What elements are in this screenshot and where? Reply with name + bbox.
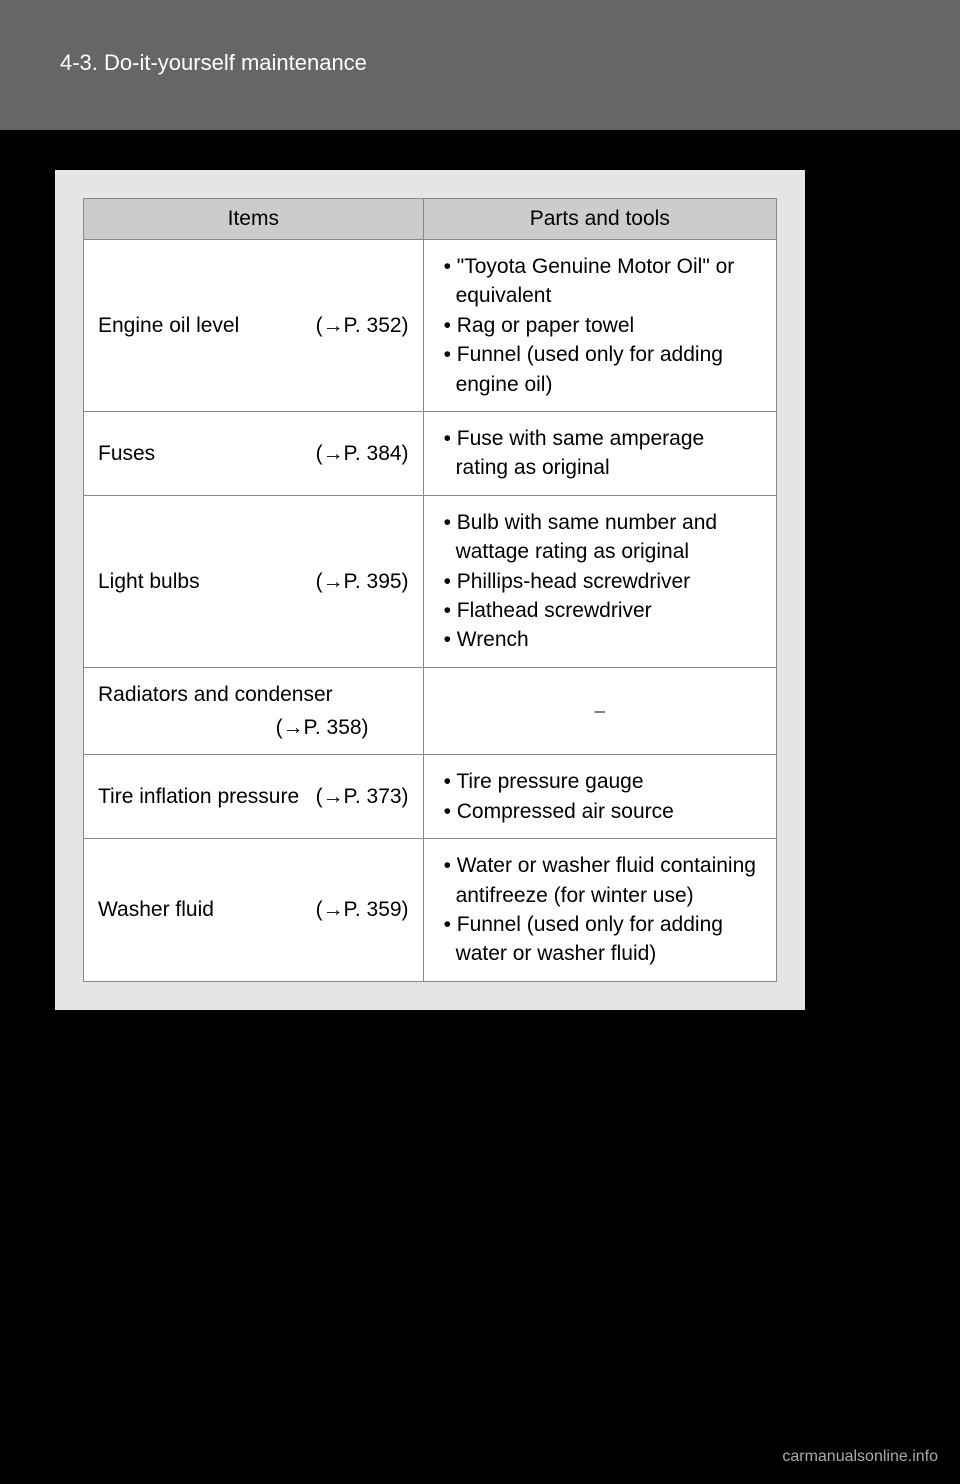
table-row: Tire inflation pressure (→P. 373) Tire p… [84, 755, 777, 839]
table-header-row: Items Parts and tools [84, 199, 777, 240]
item-name: Fuses [98, 439, 316, 468]
table-row: Light bulbs (→P. 395) Bulb with same num… [84, 495, 777, 667]
item-cell: Engine oil level (→P. 352) [84, 240, 424, 412]
tool-item: Funnel (used only for adding water or wa… [438, 910, 762, 969]
tool-item: Tire pressure gauge [438, 767, 762, 796]
tools-list: Bulb with same number and wattage rating… [438, 508, 762, 655]
tool-item: Fuse with same amperage rating as origin… [438, 424, 762, 483]
item-cell: Tire inflation pressure (→P. 373) [84, 755, 424, 839]
maintenance-table: Items Parts and tools Engine oil level (… [83, 198, 777, 982]
tools-cell-empty: ⎯ [423, 667, 776, 755]
tool-item: "Toyota Genuine Motor Oil" or equivalent [438, 252, 762, 311]
page-ref: (→P. 359) [316, 895, 409, 924]
tools-cell: "Toyota Genuine Motor Oil" or equivalent… [423, 240, 776, 412]
page-ref: (→P. 395) [316, 567, 409, 596]
item-name: Light bulbs [98, 567, 316, 596]
tool-item: Bulb with same number and wattage rating… [438, 508, 762, 567]
header-items: Items [84, 199, 424, 240]
tool-item: Phillips-head screwdriver [438, 567, 762, 596]
content-panel: Items Parts and tools Engine oil level (… [55, 170, 805, 1010]
table-row: Engine oil level (→P. 352) "Toyota Genui… [84, 240, 777, 412]
tools-list: Water or washer fluid containing antifre… [438, 851, 762, 969]
item-name: Washer fluid [98, 895, 316, 924]
header-band: 4-3. Do-it-yourself maintenance [0, 0, 960, 130]
tool-item: Wrench [438, 625, 762, 654]
tools-cell: Water or washer fluid containing antifre… [423, 839, 776, 982]
tools-cell: Bulb with same number and wattage rating… [423, 495, 776, 667]
item-cell: Fuses (→P. 384) [84, 411, 424, 495]
page-ref: (→P. 358) [98, 713, 409, 742]
table-row: Washer fluid (→P. 359) Water or washer f… [84, 839, 777, 982]
table-row: Radiators and condenser (→P. 358) ⎯ [84, 667, 777, 755]
tool-item: Flathead screwdriver [438, 596, 762, 625]
tool-item: Compressed air source [438, 797, 762, 826]
watermark: carmanualsonline.info [782, 1448, 938, 1466]
page-ref: (→P. 373) [316, 782, 409, 811]
tools-list: Tire pressure gauge Compressed air sourc… [438, 767, 762, 826]
section-title: 4-3. Do-it-yourself maintenance [60, 50, 960, 76]
page-ref: (→P. 384) [316, 439, 409, 468]
item-name: Engine oil level [98, 311, 316, 340]
tools-list: "Toyota Genuine Motor Oil" or equivalent… [438, 252, 762, 399]
tool-item: Water or washer fluid containing antifre… [438, 851, 762, 910]
item-name: Tire inflation pressure [98, 782, 316, 811]
header-tools: Parts and tools [423, 199, 776, 240]
tools-cell: Tire pressure gauge Compressed air sourc… [423, 755, 776, 839]
tool-item: Rag or paper towel [438, 311, 762, 340]
table-row: Fuses (→P. 384) Fuse with same amperage … [84, 411, 777, 495]
item-cell: Light bulbs (→P. 395) [84, 495, 424, 667]
item-cell: Washer fluid (→P. 359) [84, 839, 424, 982]
tool-item: Funnel (used only for adding engine oil) [438, 340, 762, 399]
item-cell: Radiators and condenser (→P. 358) [84, 667, 424, 755]
page-ref: (→P. 352) [316, 311, 409, 340]
item-name: Radiators and condenser [98, 680, 409, 709]
tools-list: Fuse with same amperage rating as origin… [438, 424, 762, 483]
tools-cell: Fuse with same amperage rating as origin… [423, 411, 776, 495]
